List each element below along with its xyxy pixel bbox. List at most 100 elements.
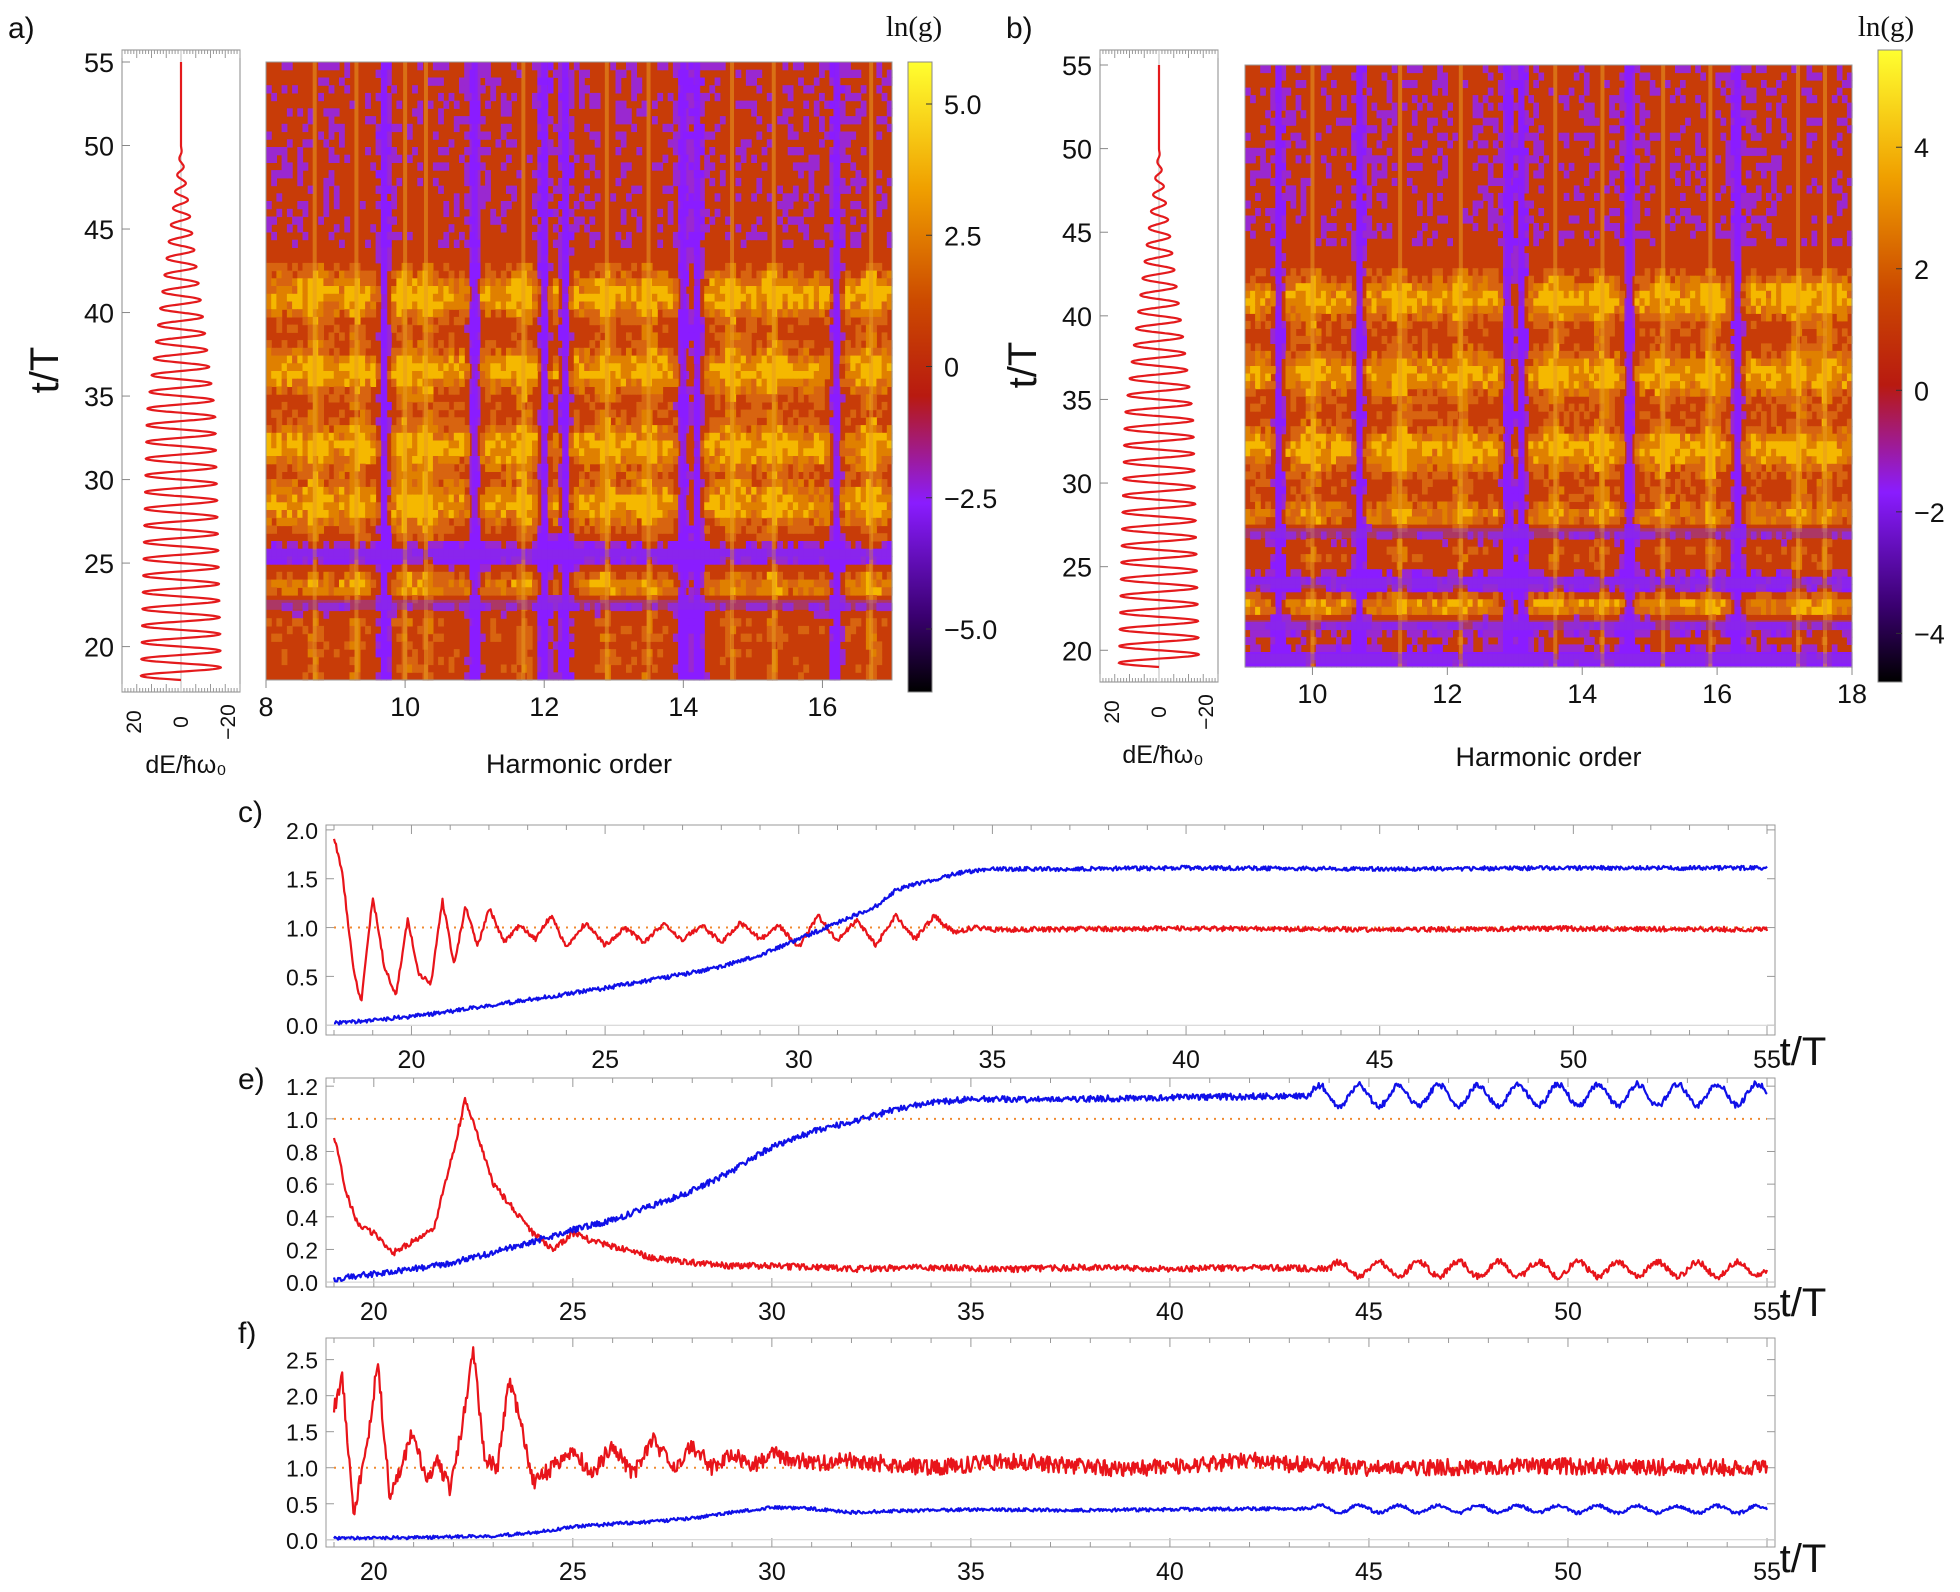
heatmap-cell xyxy=(860,579,867,588)
heatmap-cell xyxy=(615,556,622,565)
heatmap-cell xyxy=(787,193,794,202)
heatmap-cell xyxy=(745,378,752,387)
heatmap-cell xyxy=(500,579,507,588)
heatmap-cell xyxy=(631,579,637,588)
heatmap-cell xyxy=(281,147,288,156)
heatmap-cell xyxy=(819,355,825,364)
heatmap-cell xyxy=(787,363,794,372)
heatmap-cell xyxy=(532,479,538,488)
heatmap-cell xyxy=(359,340,366,349)
heatmap-cell xyxy=(803,340,810,349)
heatmap-cell xyxy=(537,262,544,272)
heatmap-cell xyxy=(865,456,872,465)
heatmap-cell xyxy=(725,432,731,442)
heatmap-cell xyxy=(855,332,862,341)
heatmap-cell xyxy=(699,541,705,550)
heatmap-cell xyxy=(871,494,877,503)
heatmap-cell xyxy=(573,448,580,457)
heatmap-cell xyxy=(584,355,590,364)
heatmap-cell xyxy=(735,340,742,349)
heatmap-cell xyxy=(761,533,768,542)
heatmap-cell xyxy=(641,340,648,349)
heatmap-cell xyxy=(479,448,486,457)
heatmap-cell xyxy=(610,425,617,434)
heatmap-cell xyxy=(266,286,272,295)
heatmap-cell xyxy=(787,386,794,395)
heatmap-cell xyxy=(871,386,877,395)
heatmap-cell xyxy=(599,386,606,395)
heatmap-cell xyxy=(495,139,502,148)
heatmap-cell xyxy=(709,486,716,496)
heatmap-cell xyxy=(641,309,648,318)
heatmap-cell xyxy=(532,541,538,550)
heatmap-cell xyxy=(850,177,857,187)
heatmap-cell xyxy=(302,208,309,218)
heatmap-cell xyxy=(719,386,726,395)
heatmap-cell xyxy=(782,448,789,457)
heatmap-cell xyxy=(610,579,617,588)
heatmap-cell xyxy=(396,517,403,527)
heatmap-cell xyxy=(876,486,883,496)
heatmap-cell xyxy=(443,463,450,472)
heatmap-cell xyxy=(777,309,783,318)
heatmap-cell xyxy=(792,131,799,140)
heatmap-cell xyxy=(286,541,293,550)
heatmap-cell xyxy=(506,417,512,426)
heatmap-cell xyxy=(396,401,403,411)
heatmap-cell xyxy=(798,386,804,395)
heatmap-cell xyxy=(808,177,815,187)
heatmap-cell xyxy=(881,486,888,496)
heatmap-cell xyxy=(631,548,637,557)
heatmap-cell xyxy=(495,293,502,303)
heatmap-cell xyxy=(568,548,575,557)
heatmap-cell xyxy=(271,479,277,488)
heatmap-cell xyxy=(365,301,371,310)
heatmap-cell xyxy=(886,347,893,357)
heatmap-cell xyxy=(464,479,470,488)
heatmap-cell xyxy=(594,131,601,140)
heatmap-cell xyxy=(652,332,658,341)
heatmap-cell xyxy=(359,448,366,457)
heatmap-cell xyxy=(339,371,345,380)
heatmap-cell xyxy=(636,371,643,380)
heatmap-cell xyxy=(339,286,345,295)
heatmap-cell xyxy=(490,510,497,519)
heatmap-cell xyxy=(579,193,585,202)
heatmap-cell xyxy=(782,517,789,527)
heatmap-cell xyxy=(412,541,418,550)
heatmap-cell xyxy=(552,510,559,519)
heatmap-cell xyxy=(391,185,397,194)
heatmap-cell xyxy=(307,525,314,534)
heatmap-cell xyxy=(819,556,825,565)
heatmap-cell xyxy=(850,378,857,387)
heatmap-cell xyxy=(276,278,283,287)
heatmap-cell xyxy=(516,355,523,364)
heatmap-cell xyxy=(547,533,554,542)
heatmap-cell xyxy=(438,286,444,295)
heatmap-cell xyxy=(500,378,507,387)
heatmap-cell xyxy=(626,517,632,527)
heatmap-cell xyxy=(641,479,648,488)
heatmap-cell xyxy=(281,456,288,465)
heatmap-cell xyxy=(417,486,424,496)
heatmap-cell xyxy=(740,363,747,372)
heatmap-cell xyxy=(432,62,439,71)
heatmap-cell xyxy=(782,371,789,380)
heatmap-cell xyxy=(787,579,794,588)
heatmap-cell xyxy=(782,309,789,318)
heatmap-cell xyxy=(266,425,272,434)
heatmap-cell xyxy=(631,316,637,326)
heatmap-cell xyxy=(803,417,810,426)
heatmap-cell xyxy=(599,425,606,434)
heatmap-cell xyxy=(532,92,538,102)
heatmap-cell xyxy=(808,579,815,588)
heatmap-cell xyxy=(318,463,324,472)
heatmap-cell xyxy=(813,371,820,380)
heatmap-cell xyxy=(359,309,366,318)
heatmap-cell xyxy=(344,216,351,225)
heatmap-cell xyxy=(396,123,403,133)
heatmap-cell xyxy=(813,432,820,442)
heatmap-cell xyxy=(756,378,763,387)
heatmap-cell xyxy=(349,440,356,449)
y-tick-label: 35 xyxy=(84,382,114,412)
